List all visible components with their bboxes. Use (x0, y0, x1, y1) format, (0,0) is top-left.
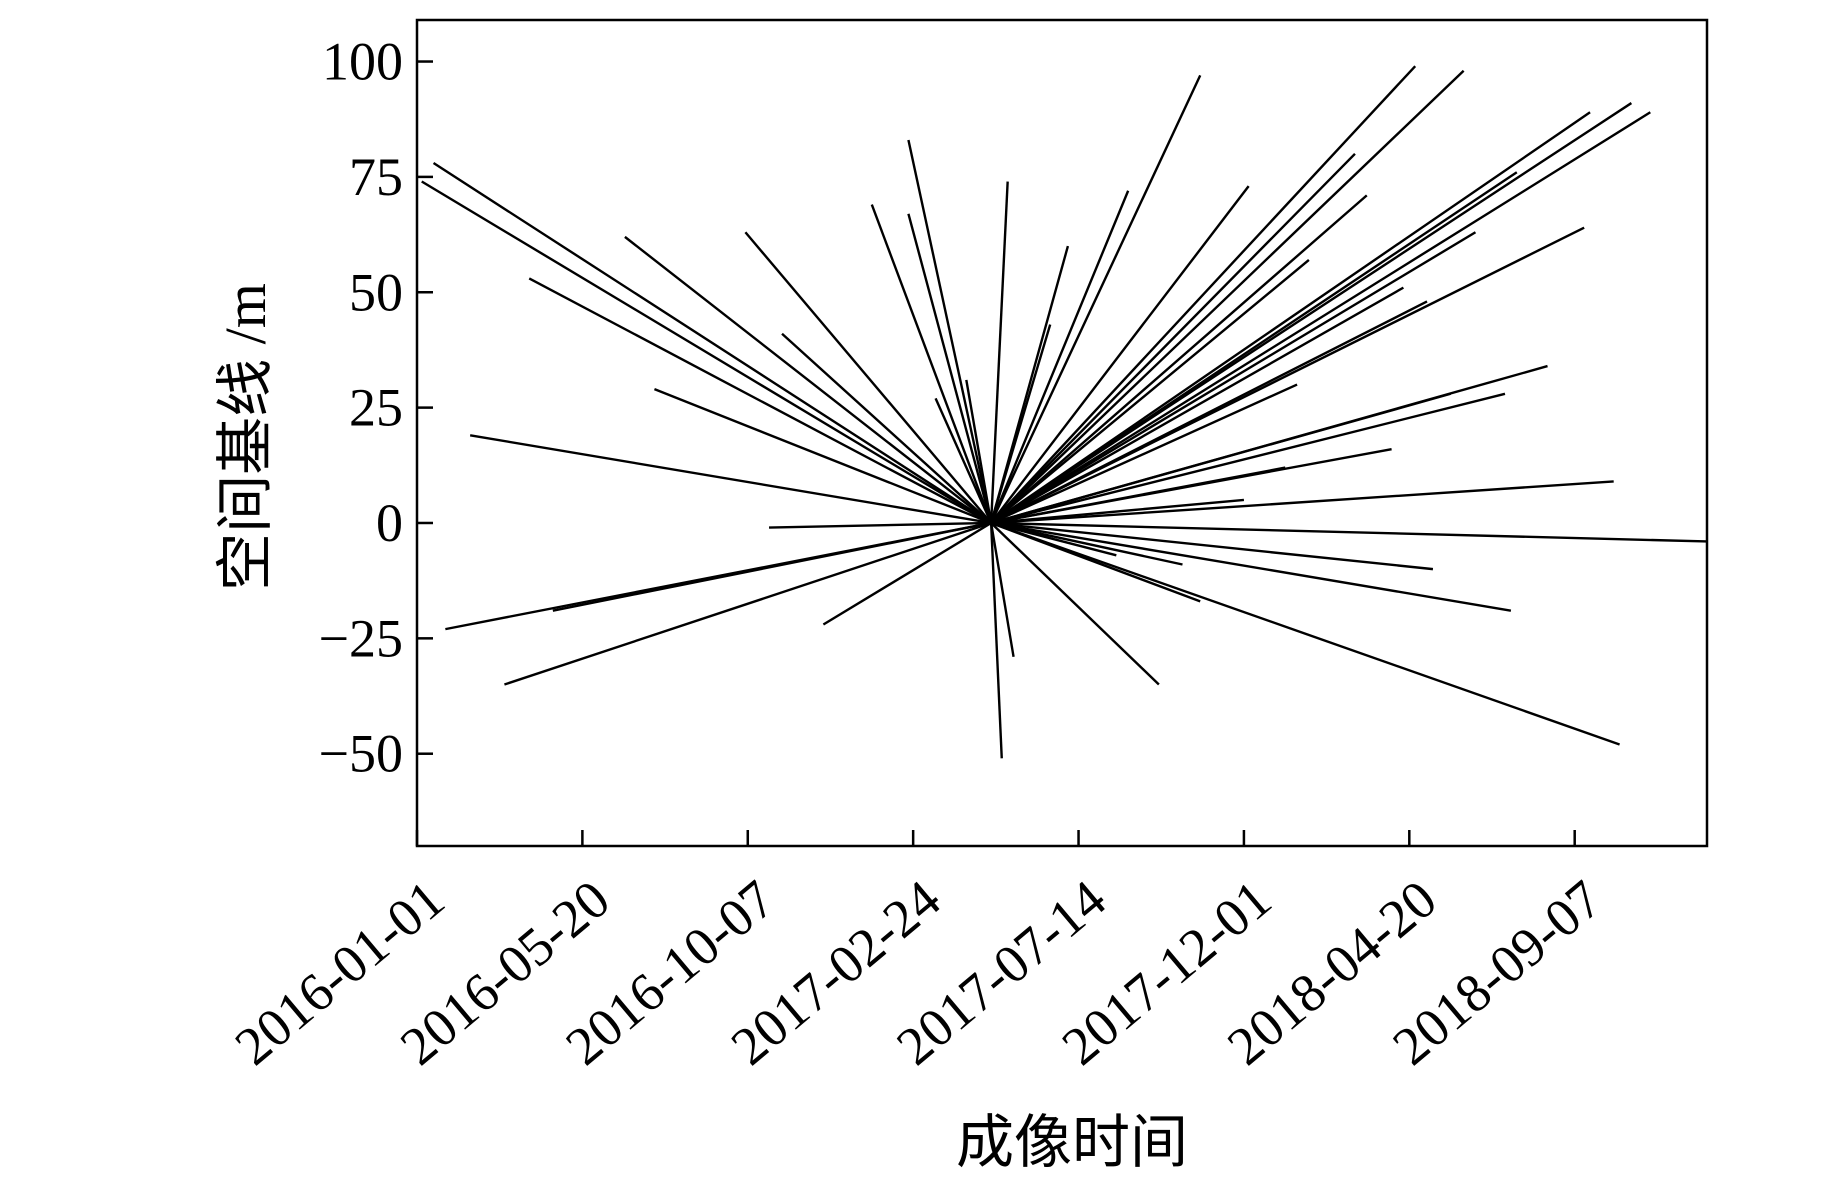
baseline-segment (965, 379, 993, 524)
y-axis-label: 空间基线 /m (213, 283, 278, 591)
baseline-segment (990, 185, 1250, 524)
baseline-segment (991, 480, 1614, 525)
baseline-segment (504, 521, 992, 686)
y-tick-label: −50 (319, 724, 403, 784)
baseline-segment (989, 181, 1009, 524)
baseline-segment (624, 235, 992, 524)
baseline-segment (990, 521, 1183, 566)
baseline-segment (990, 521, 1201, 603)
baseline-segment (822, 521, 992, 626)
baseline-segment (528, 277, 992, 525)
baseline-segment (552, 521, 992, 612)
x-axis-label: 成像时间 (956, 1110, 1188, 1175)
baseline-segment (990, 521, 1620, 746)
baseline-segment (469, 434, 992, 525)
baseline-segment (989, 245, 1070, 524)
baseline-segment (990, 111, 1651, 525)
x-axis: 2016-01-012016-05-202016-10-072017-02-24… (224, 830, 1613, 1077)
baseline-segment (744, 231, 993, 524)
y-tick-label: 50 (349, 262, 403, 322)
baseline-segment (990, 231, 1477, 525)
baseline-segment (991, 521, 1708, 543)
baseline-segment (990, 522, 1160, 686)
baseline-segment (989, 522, 1015, 658)
baseline-segment (432, 162, 992, 524)
y-tick-label: −25 (319, 608, 403, 668)
baseline-segment (990, 190, 1130, 524)
baseline-segment (870, 204, 993, 524)
y-tick-label: 75 (349, 147, 403, 207)
baseline-segment (654, 388, 992, 525)
baseline-segment (990, 259, 1310, 524)
y-tick-label: 0 (376, 493, 403, 553)
baseline-segment (990, 111, 1591, 524)
baseline-segment (781, 332, 992, 524)
baseline-segment (990, 286, 1404, 525)
baseline-segment (990, 300, 1428, 525)
baseline-segment (934, 397, 993, 524)
y-axis: 100 75 50 25 0 −25 −50 (319, 32, 433, 784)
baseline-segment (990, 65, 1417, 524)
plot-frame (415, 18, 1709, 848)
baseline-segment (990, 152, 1356, 524)
baseline-segment (990, 383, 1298, 525)
baseline-segment (990, 392, 1506, 525)
baseline-segment (990, 69, 1465, 524)
baseline-segments (421, 65, 1708, 759)
baseline-segment (989, 522, 1003, 759)
baseline-segment (990, 521, 1117, 557)
baseline-segment (907, 213, 993, 524)
y-tick-label: 25 (349, 378, 403, 438)
y-tick-label: 100 (322, 32, 403, 92)
baseline-segment (990, 74, 1202, 524)
baseline-segment (769, 521, 992, 529)
baseline-segment (990, 194, 1368, 524)
baseline-segment (907, 139, 993, 524)
baseline-segment (990, 364, 1548, 525)
baseline-segment (990, 102, 1633, 524)
baseline-segment (421, 180, 992, 525)
baseline-segment (990, 521, 1434, 571)
baseline-segment (990, 521, 1512, 612)
baseline-segment (990, 466, 1286, 525)
